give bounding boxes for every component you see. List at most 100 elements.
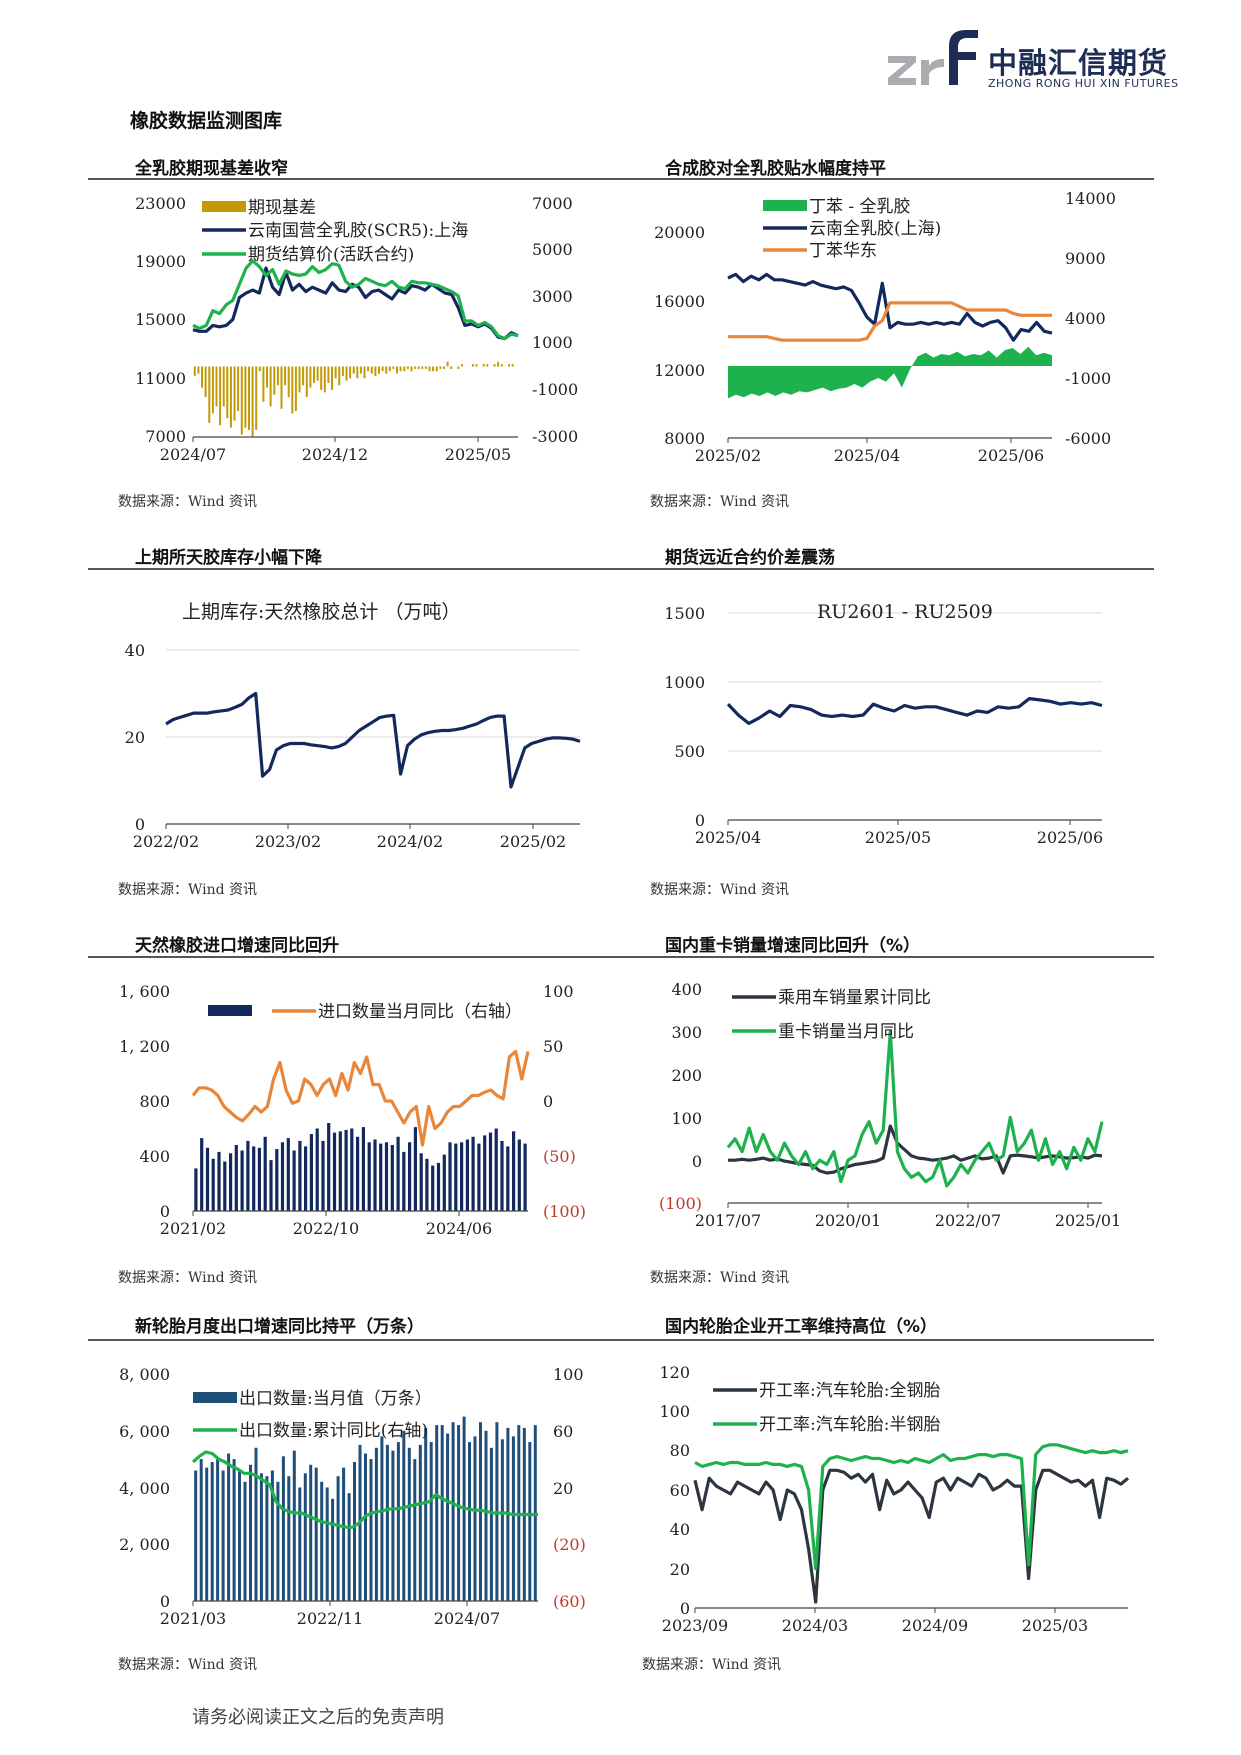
x-tick-label: 2024/06 (426, 1219, 492, 1238)
bar-c1-0 (313, 366, 315, 383)
bar-c1-0 (497, 361, 500, 367)
y-left-tick-label: 12000 (654, 361, 705, 380)
bar-c1-0 (500, 364, 503, 367)
bar-c5-0 (356, 1136, 360, 1212)
bar-c5-0 (465, 1139, 469, 1211)
bar-c1-0 (421, 366, 424, 369)
bar-c1-0 (471, 364, 474, 367)
bar-c7-0 (270, 1470, 274, 1601)
bar-c7-0 (473, 1436, 477, 1601)
bar-c7-0 (468, 1442, 471, 1601)
bar-c5-0 (396, 1136, 400, 1212)
y-right-tick-label: 50 (543, 1037, 563, 1056)
bar-c5-0 (292, 1150, 296, 1211)
y-right-tick-label: 1000 (532, 333, 573, 352)
bar-c1-0 (428, 366, 431, 372)
y-left-tick-label: 0 (692, 1152, 702, 1171)
x-tick-label: 2024/03 (782, 1616, 848, 1635)
bar-c5-0 (384, 1142, 389, 1212)
y-right-tick-label: 4000 (1065, 309, 1106, 328)
line-series-c6-1 (726, 1030, 1104, 1188)
x-tick-label: 2022/11 (297, 1609, 363, 1628)
bar-c5-0 (252, 1146, 256, 1211)
bar-c7-0 (407, 1447, 411, 1601)
bar-c7-0 (331, 1498, 335, 1601)
bar-c1-0 (309, 366, 312, 388)
bar-c5-0 (321, 1140, 325, 1211)
y-left-tick-label: 20 (670, 1560, 690, 1579)
bar-c7-0 (265, 1476, 269, 1601)
y-left-tick-label: 40 (125, 641, 145, 660)
y-left-tick-label: 1, 200 (119, 1037, 170, 1056)
bar-c1-0 (331, 366, 333, 390)
bar-c1-0 (349, 366, 352, 379)
y-left-tick-label: 80 (670, 1441, 690, 1460)
bar-c1-0 (446, 361, 449, 367)
bar-c5-0 (431, 1165, 435, 1211)
bar-c1-0 (424, 366, 427, 369)
y-right-tick-label: (100) (543, 1202, 586, 1221)
chart-title-1: 全乳胶期现基差收窄 (135, 159, 288, 179)
bar-c5-0 (223, 1161, 227, 1211)
bar-c5-0 (240, 1150, 244, 1211)
bar-c5-0 (304, 1146, 308, 1211)
y-left-tick-label: 0 (160, 1202, 170, 1221)
bar-c1-0 (410, 366, 413, 372)
bar-c5-0 (517, 1139, 521, 1211)
bar-c1-0 (316, 366, 319, 381)
line-series-c8-1 (694, 1443, 1129, 1571)
bar-c1-0 (363, 366, 366, 379)
line-series-c8-0 (693, 1468, 1130, 1604)
y-left-tick-label: 100 (671, 1109, 702, 1128)
bar-c5-0 (523, 1143, 527, 1211)
y-right-tick-label: (60) (553, 1592, 586, 1611)
y-left-tick-label: 60 (670, 1481, 690, 1500)
legend-swatch (208, 1005, 252, 1016)
bar-c5-0 (419, 1153, 423, 1212)
bar-c5-0 (309, 1134, 313, 1211)
legend-label: 云南国营全乳胶(SCR5):上海 (248, 221, 468, 241)
y-right-tick-label: 20 (553, 1479, 573, 1498)
y-left-tick-label: 400 (139, 1147, 170, 1166)
bar-c7-0 (435, 1425, 439, 1601)
y-right-tick-label: 7000 (532, 194, 573, 213)
legend-label: 丁苯华东 (809, 241, 877, 261)
bar-c1-0 (193, 366, 196, 376)
bar-c7-0 (528, 1442, 532, 1601)
chart-title-6: 国内重卡销量增速同比回升（%） (665, 936, 921, 956)
legend-label: 进口数量当月同比（右轴） (318, 1002, 522, 1022)
x-tick-label: 2025/05 (445, 445, 511, 464)
bar-c5-0 (436, 1162, 441, 1211)
area-series-c2 (728, 346, 1052, 399)
y-left-tick-label: 1, 600 (119, 982, 170, 1001)
bar-c1-0 (356, 366, 359, 379)
bar-c5-0 (234, 1145, 238, 1211)
bar-c1-0 (359, 366, 362, 374)
y-right-tick-label: -1000 (532, 380, 578, 399)
y-right-tick-label: (20) (553, 1535, 586, 1554)
x-tick-label: 2017/07 (695, 1211, 761, 1230)
x-tick-label: 2025/04 (834, 446, 900, 465)
bar-c1-0 (385, 366, 388, 374)
chart-source-7: 数据来源：Wind 资讯 (118, 1657, 258, 1673)
bar-c1-0 (280, 366, 283, 409)
bar-c5-0 (425, 1158, 429, 1212)
legend-label: 乘用车销量累计同比 (778, 988, 931, 1008)
legend-swatch (763, 200, 807, 211)
y-left-tick-label: 8, 000 (119, 1365, 170, 1384)
section-divider (88, 956, 1154, 958)
bar-c1-0 (338, 366, 341, 386)
y-left-tick-label: 8000 (664, 429, 705, 448)
bar-c1-0 (240, 366, 243, 435)
bar-c7-0 (205, 1467, 209, 1601)
bar-c7-0 (199, 1459, 203, 1601)
bar-c7-0 (281, 1456, 285, 1601)
y-left-tick-label: 16000 (654, 292, 705, 311)
bar-c5-0 (200, 1138, 204, 1211)
x-tick-label: 2025/02 (500, 832, 566, 851)
bar-c1-0 (508, 364, 510, 367)
y-left-tick-label: 20000 (654, 223, 705, 242)
x-tick-label: 2025/01 (1055, 1211, 1121, 1230)
bar-c1-0 (417, 366, 420, 369)
bar-c1-0 (439, 366, 442, 369)
